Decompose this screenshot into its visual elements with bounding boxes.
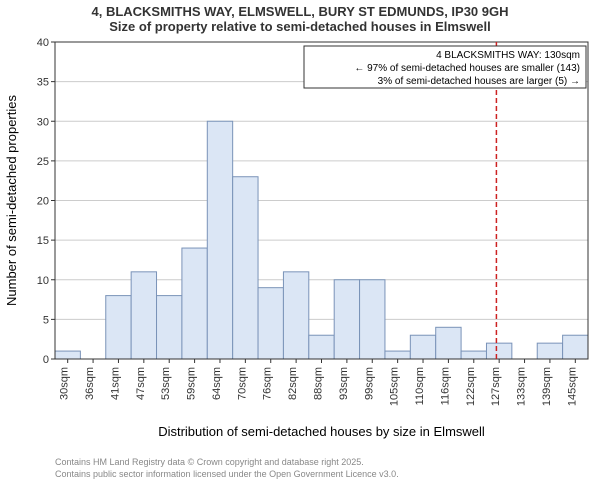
highlight-label-bot: 3% of semi-detached houses are larger (5… [378, 76, 580, 87]
xtick-label: 76sqm [262, 367, 274, 400]
y-axis-label: Number of semi-detached properties [4, 95, 19, 306]
bar [55, 351, 80, 359]
xtick-label: 30sqm [59, 367, 71, 400]
chart-plot-area: 0 5 10 15 20 25 30 35 40 30sqm 36sqm 41sqm 47sqm 53sq… [0, 34, 600, 454]
chart-title-line1: 4, BLACKSMITHS WAY, ELMSWELL, BURY ST ED… [0, 0, 600, 19]
xtick-label: 93sqm [338, 367, 350, 400]
bar [360, 280, 385, 359]
xtick-label: 59sqm [186, 367, 198, 400]
bar [207, 121, 232, 359]
attribution-line2: Contains public sector information licen… [55, 469, 399, 479]
ytick-label: 10 [37, 275, 49, 287]
ytick-label: 5 [43, 314, 49, 326]
xtick-label: 99sqm [363, 367, 375, 400]
bar [283, 272, 308, 359]
xtick-label: 82sqm [287, 367, 299, 400]
chart-title-line2: Size of property relative to semi-detach… [0, 19, 600, 34]
xtick-label: 139sqm [541, 367, 553, 406]
highlight-label-top: 4 BLACKSMITHS WAY: 130sqm [436, 50, 580, 61]
xtick-label: 53sqm [160, 367, 172, 400]
xtick-label: 105sqm [389, 367, 401, 406]
ytick-label: 0 [43, 354, 49, 366]
bar [131, 272, 156, 359]
xtick-label: 88sqm [313, 367, 325, 400]
xtick-label: 70sqm [236, 367, 248, 400]
bar [106, 296, 131, 359]
xtick-label: 116sqm [439, 367, 451, 405]
xtick-label: 41sqm [109, 367, 121, 400]
bar [182, 248, 207, 359]
bar [486, 343, 511, 359]
bar [537, 343, 562, 359]
bar [410, 335, 435, 359]
ytick-label: 25 [37, 156, 49, 168]
xtick-label: 64sqm [211, 367, 223, 400]
xtick-label: 110sqm [414, 367, 426, 405]
xtick-label: 36sqm [84, 367, 96, 400]
xtick-label: 47sqm [135, 367, 147, 400]
x-axis-label: Distribution of semi-detached houses by … [158, 424, 485, 439]
bar [563, 335, 588, 359]
ytick-label: 35 [37, 77, 49, 89]
bar [233, 177, 258, 359]
bar [157, 296, 182, 359]
chart-container: 4, BLACKSMITHS WAY, ELMSWELL, BURY ST ED… [0, 0, 600, 500]
attribution-line1: Contains HM Land Registry data © Crown c… [55, 457, 364, 467]
bar [334, 280, 359, 359]
xtick-label: 145sqm [566, 367, 578, 406]
xtick-label: 122sqm [465, 367, 477, 406]
bar [309, 335, 334, 359]
ytick-label: 15 [37, 235, 49, 247]
bar [436, 327, 461, 359]
xtick-label: 133sqm [516, 367, 528, 406]
bar [385, 351, 410, 359]
ytick-label: 30 [37, 116, 49, 128]
xtick-label: 127sqm [490, 367, 502, 406]
bar [258, 288, 283, 359]
ytick-label: 40 [37, 37, 49, 49]
highlight-label-mid: ← 97% of semi-detached houses are smalle… [354, 63, 580, 74]
ytick-label: 20 [37, 196, 49, 208]
bar [461, 351, 486, 359]
